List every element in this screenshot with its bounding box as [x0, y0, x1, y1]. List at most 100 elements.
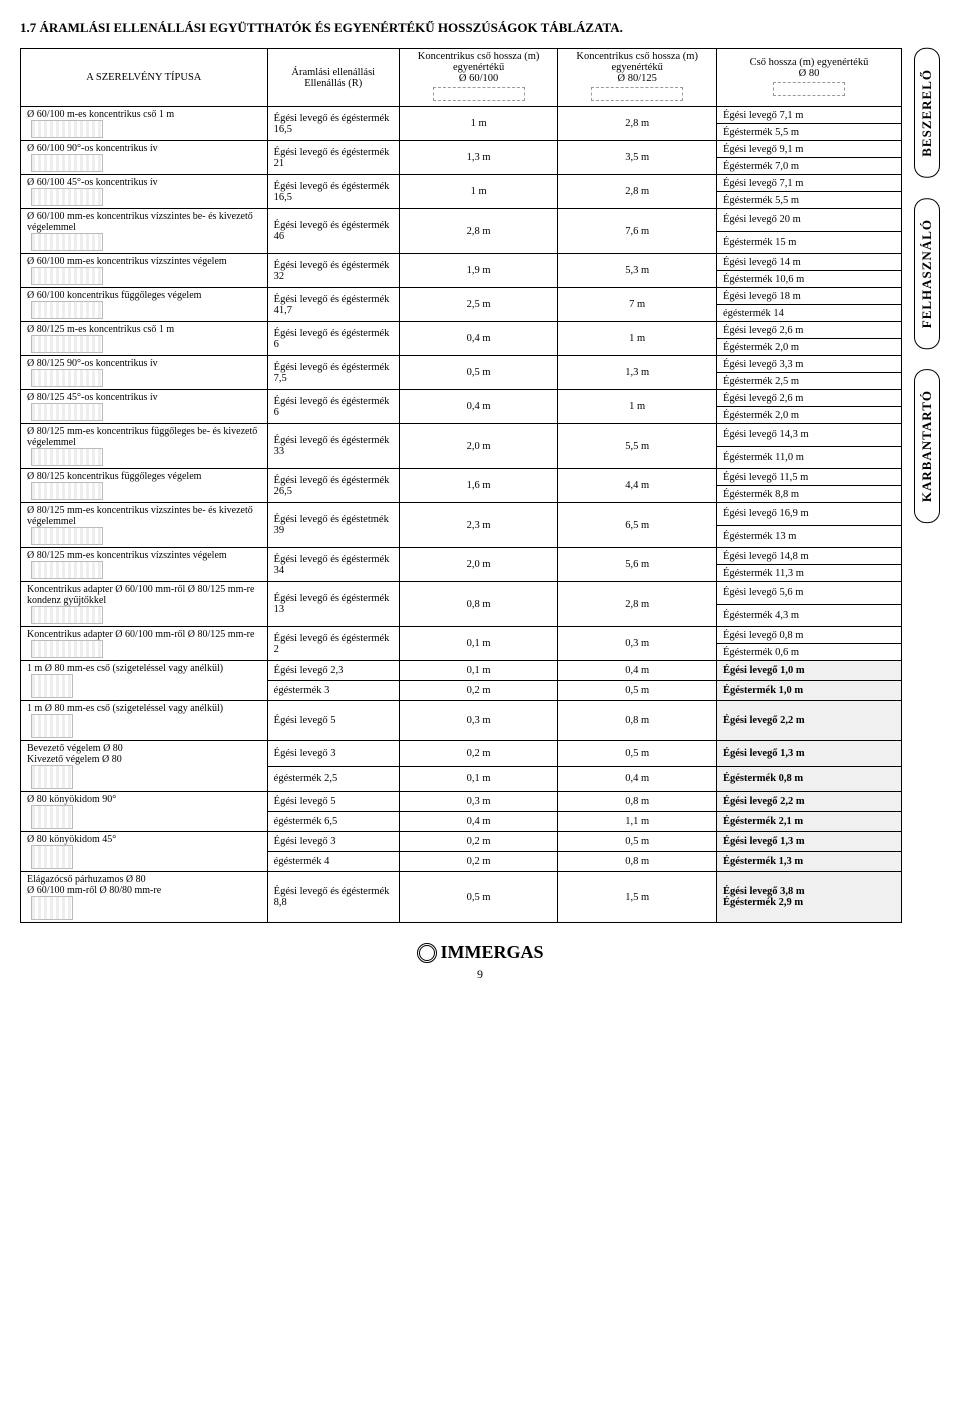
cell-eq: Égési levegő 5,6 m [716, 582, 901, 605]
cell-eq: Égéstermék 2,1 m [716, 812, 901, 832]
table-row: Ø 60/100 90°-os koncentrikus ívÉgési lev… [21, 141, 902, 158]
cell-r: égéstermék 2,5 [267, 766, 399, 792]
cell-eq: Égési levegő 20 m [716, 209, 901, 232]
cell-eq: Égéstermék 11,3 m [716, 565, 901, 582]
part-diagram-icon [31, 561, 103, 579]
cell-type: Ø 80 könyökidom 45° [21, 832, 268, 872]
cell-c80: 7,6 m [558, 209, 717, 254]
cell-c80: 1,5 m [558, 872, 717, 923]
cell-type: Ø 60/100 mm-es koncentrikus vízszintes v… [21, 254, 268, 288]
cell-c60: 1 m [399, 107, 558, 141]
cell-type: Ø 80 könyökidom 90° [21, 792, 268, 832]
part-diagram-icon [31, 482, 103, 500]
cell-r: Égési levegő és égéstermék 32 [267, 254, 399, 288]
cell-eq: Égési levegő 1,0 m [716, 661, 901, 681]
cell-c80: 7 m [558, 288, 717, 322]
th-eq-top: Cső hossza (m) egyenértékű [750, 57, 869, 68]
cell-c80: 1,1 m [558, 812, 717, 832]
table-row: Ø 60/100 m-es koncentrikus cső 1 mÉgési … [21, 107, 902, 124]
cell-c60: 2,0 m [399, 424, 558, 469]
cell-r: égéstermék 3 [267, 681, 399, 701]
table-row: 1 m Ø 80 mm-es cső (szigeteléssel vagy a… [21, 661, 902, 681]
cell-eq: Égéstermék 4,3 m [716, 604, 901, 627]
table-row: Ø 80/125 mm-es koncentrikus vízszintes v… [21, 548, 902, 565]
cell-c80: 1 m [558, 390, 717, 424]
th-c60-top: Koncentrikus cső hossza (m) egyenértékű [418, 51, 540, 73]
cell-type: Ø 80/125 mm-es koncentrikus vízszintes v… [21, 548, 268, 582]
table-row: Koncentrikus adapter Ø 60/100 mm-ről Ø 8… [21, 627, 902, 644]
cell-c60: 0,5 m [399, 356, 558, 390]
cell-c80: 3,5 m [558, 141, 717, 175]
table-row: Ø 80 könyökidom 45°Égési levegő 30,2 m0,… [21, 832, 902, 852]
table-row: Ø 80/125 m-es koncentrikus cső 1 mÉgési … [21, 322, 902, 339]
cell-r: Égési levegő és égéstermék 46 [267, 209, 399, 254]
cell-eq: Égéstermék 1,3 m [716, 852, 901, 872]
cell-r: Égési levegő 5 [267, 792, 399, 812]
table-row: Ø 80/125 90°-os koncentrikus ívÉgési lev… [21, 356, 902, 373]
part-diagram-icon [31, 188, 103, 206]
table-row: Ø 60/100 mm-es koncentrikus vízszintes v… [21, 254, 902, 271]
cell-c60: 0,1 m [399, 661, 558, 681]
part-diagram-icon [31, 896, 73, 920]
cell-type: Ø 80/125 90°-os koncentrikus ív [21, 356, 268, 390]
cell-type: Ø 60/100 koncentrikus függőleges végelem [21, 288, 268, 322]
cell-c60: 1,3 m [399, 141, 558, 175]
cell-eq: Égési levegő 14 m [716, 254, 901, 271]
part-diagram-icon [31, 714, 73, 738]
cell-eq: Égési levegő 7,1 m [716, 107, 901, 124]
part-diagram-icon [31, 120, 103, 138]
resistance-table: A SZERELVÉNY TÍPUSA Áramlási ellenállási… [20, 48, 902, 923]
cell-eq: Égéstermék 13 m [716, 525, 901, 548]
cell-c80: 0,8 m [558, 701, 717, 741]
cell-eq: Égéstermék 0,8 m [716, 766, 901, 792]
part-diagram-icon [31, 527, 103, 545]
cell-type: Ø 60/100 m-es koncentrikus cső 1 m [21, 107, 268, 141]
pipe-icon [773, 82, 845, 96]
cell-c60: 0,2 m [399, 832, 558, 852]
cell-c60: 0,4 m [399, 322, 558, 356]
cell-r: Égési levegő és égéstermék 41,7 [267, 288, 399, 322]
cell-c60: 1 m [399, 175, 558, 209]
th-c80: Koncentrikus cső hossza (m) egyenértékű … [558, 49, 717, 107]
table-row: Ø 80 könyökidom 90°Égési levegő 50,3 m0,… [21, 792, 902, 812]
part-diagram-icon [31, 674, 73, 698]
cell-type: Ø 60/100 90°-os koncentrikus ív [21, 141, 268, 175]
part-diagram-icon [31, 335, 103, 353]
cell-eq: Égési levegő 14,8 m [716, 548, 901, 565]
table-row: Ø 60/100 mm-es koncentrikus vízszintes b… [21, 209, 902, 232]
cell-r: Égési levegő és égéstermék 2 [267, 627, 399, 661]
cell-eq: Égéstermék 0,6 m [716, 644, 901, 661]
part-diagram-icon [31, 233, 103, 251]
cell-r: Égési levegő és égéstermék 7,5 [267, 356, 399, 390]
cell-type: Ø 80/125 koncentrikus függőleges végelem [21, 469, 268, 503]
cell-c60: 0,1 m [399, 766, 558, 792]
cell-type: Elágazócső párhuzamos Ø 80 Ø 60/100 mm-r… [21, 872, 268, 923]
cell-c60: 0,2 m [399, 741, 558, 767]
cell-c60: 2,0 m [399, 548, 558, 582]
tab-installer: BESZERELŐ [914, 48, 940, 178]
tab-user: FELHASZNÁLÓ [914, 198, 940, 349]
footer-brand: IMMERGAS [20, 941, 940, 963]
cell-r: Égési levegő és égéstermék 33 [267, 424, 399, 469]
cell-c80: 0,4 m [558, 661, 717, 681]
cell-eq: Égési levegő 2,6 m [716, 390, 901, 407]
cell-c80: 6,5 m [558, 503, 717, 548]
part-diagram-icon [31, 805, 73, 829]
cell-r: égéstermék 4 [267, 852, 399, 872]
cell-c60: 0,2 m [399, 681, 558, 701]
cell-r: Égési levegő és égéstermék 16,5 [267, 107, 399, 141]
th-c60-sub: Ø 60/100 [459, 73, 498, 84]
brand-text: IMMERGAS [441, 942, 544, 963]
cell-eq: Égési levegő 2,2 m [716, 792, 901, 812]
part-diagram-icon [31, 267, 103, 285]
table-row: Ø 60/100 45°-os koncentrikus ívÉgési lev… [21, 175, 902, 192]
cell-eq: Égéstermék 5,5 m [716, 192, 901, 209]
table-row: Koncentrikus adapter Ø 60/100 mm-ről Ø 8… [21, 582, 902, 605]
cell-c60: 0,3 m [399, 792, 558, 812]
cell-type: Koncentrikus adapter Ø 60/100 mm-ről Ø 8… [21, 582, 268, 627]
cell-type: Ø 60/100 mm-es koncentrikus vízszintes b… [21, 209, 268, 254]
cell-r: Égési levegő 3 [267, 832, 399, 852]
cell-eq: Égéstermék 2,5 m [716, 373, 901, 390]
cell-eq: Égéstermék 1,0 m [716, 681, 901, 701]
cell-eq: Égéstermék 15 m [716, 231, 901, 254]
